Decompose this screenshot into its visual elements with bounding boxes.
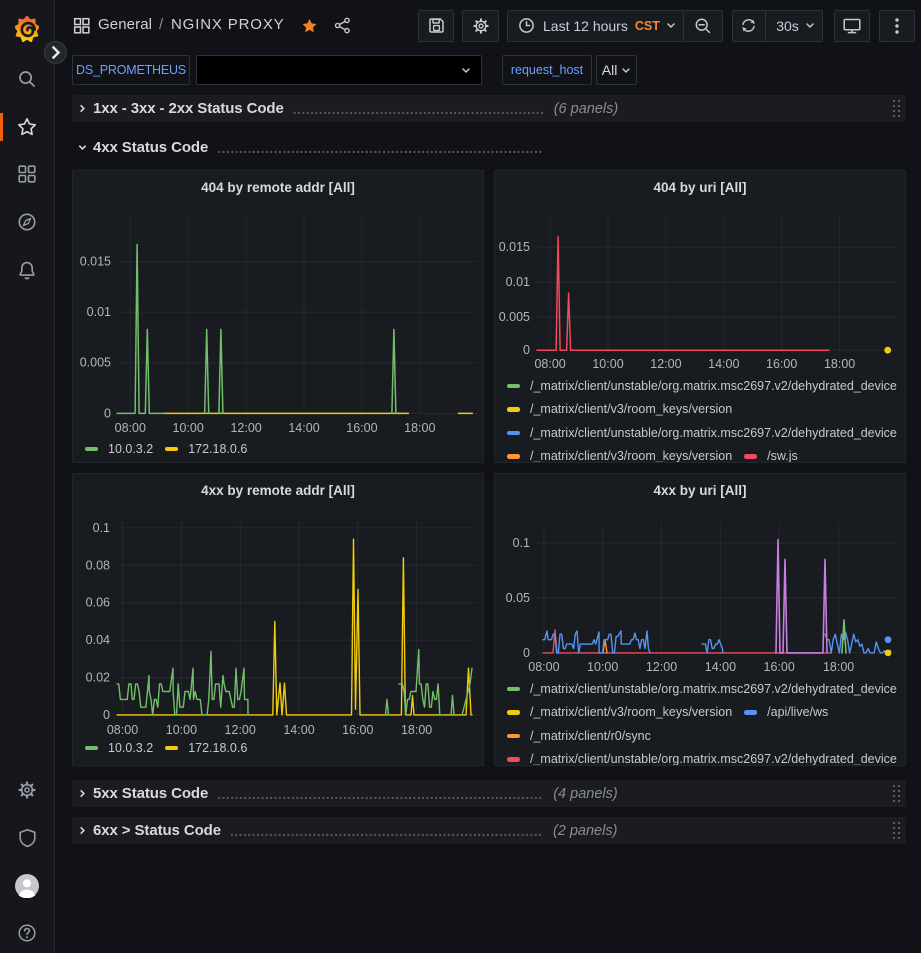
svg-text:10:00: 10:00 bbox=[592, 357, 623, 371]
svg-text:10:00: 10:00 bbox=[166, 723, 197, 737]
svg-text:12:00: 12:00 bbox=[650, 357, 681, 371]
svg-text:0.01: 0.01 bbox=[506, 275, 530, 289]
svg-text:0: 0 bbox=[523, 343, 530, 357]
svg-text:08:00: 08:00 bbox=[528, 660, 559, 674]
svg-text:0.01: 0.01 bbox=[87, 305, 111, 319]
svg-text:14:00: 14:00 bbox=[288, 421, 319, 435]
svg-text:14:00: 14:00 bbox=[283, 723, 314, 737]
svg-text:0.06: 0.06 bbox=[86, 596, 110, 610]
svg-text:16:00: 16:00 bbox=[766, 357, 797, 371]
svg-text:16:00: 16:00 bbox=[764, 660, 795, 674]
svg-text:16:00: 16:00 bbox=[342, 723, 373, 737]
svg-text:18:00: 18:00 bbox=[824, 357, 855, 371]
svg-text:12:00: 12:00 bbox=[230, 421, 261, 435]
svg-text:0.02: 0.02 bbox=[86, 671, 110, 685]
svg-text:10:00: 10:00 bbox=[587, 660, 618, 674]
svg-text:12:00: 12:00 bbox=[646, 660, 677, 674]
svg-text:0: 0 bbox=[523, 646, 530, 660]
svg-text:0.015: 0.015 bbox=[499, 240, 530, 254]
svg-text:0: 0 bbox=[104, 406, 111, 420]
svg-text:12:00: 12:00 bbox=[225, 723, 256, 737]
svg-text:16:00: 16:00 bbox=[346, 421, 377, 435]
svg-text:0.08: 0.08 bbox=[86, 558, 110, 572]
svg-text:18:00: 18:00 bbox=[823, 660, 854, 674]
svg-text:18:00: 18:00 bbox=[404, 421, 435, 435]
svg-text:0.05: 0.05 bbox=[506, 591, 530, 605]
svg-text:0: 0 bbox=[103, 708, 110, 722]
svg-text:0.1: 0.1 bbox=[93, 521, 110, 535]
svg-text:14:00: 14:00 bbox=[705, 660, 736, 674]
svg-text:10:00: 10:00 bbox=[173, 421, 204, 435]
svg-text:18:00: 18:00 bbox=[401, 723, 432, 737]
svg-text:0.005: 0.005 bbox=[80, 356, 111, 370]
svg-text:08:00: 08:00 bbox=[115, 421, 146, 435]
svg-text:0.015: 0.015 bbox=[80, 255, 111, 269]
svg-text:0.005: 0.005 bbox=[499, 310, 530, 324]
svg-text:0.04: 0.04 bbox=[86, 633, 110, 647]
svg-text:08:00: 08:00 bbox=[107, 723, 138, 737]
svg-text:08:00: 08:00 bbox=[534, 357, 565, 371]
svg-text:0.1: 0.1 bbox=[513, 536, 530, 550]
svg-text:14:00: 14:00 bbox=[708, 357, 739, 371]
